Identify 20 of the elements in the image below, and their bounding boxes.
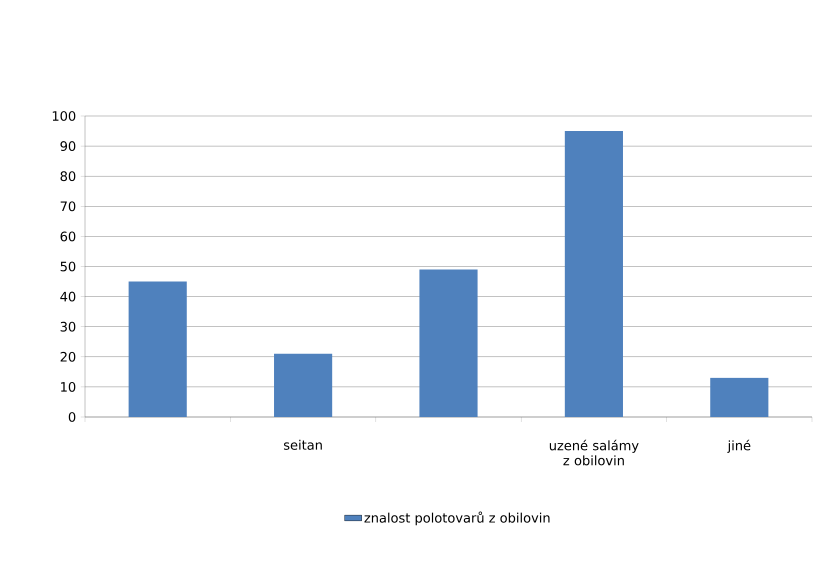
y-tick-label: 20 bbox=[60, 352, 76, 362]
bar bbox=[564, 131, 623, 417]
bar bbox=[710, 378, 768, 417]
y-tick-label: 90 bbox=[60, 141, 76, 152]
bar bbox=[128, 282, 187, 417]
bar bbox=[419, 270, 478, 417]
x-tick-label: uzené salámy z obilovin bbox=[550, 440, 639, 466]
y-tick-label: 60 bbox=[60, 231, 76, 242]
y-tick-label: 70 bbox=[60, 201, 76, 212]
x-tick-label: seitan bbox=[284, 440, 322, 450]
x-tick-label: jiné bbox=[727, 440, 750, 453]
y-tick-label: 30 bbox=[60, 322, 76, 332]
y-tick-label: 40 bbox=[60, 292, 76, 302]
y-tick-label: 100 bbox=[52, 111, 76, 121]
y-tick-label: 0 bbox=[68, 412, 76, 422]
y-tick-label: 80 bbox=[60, 171, 76, 182]
y-tick-label: 10 bbox=[61, 382, 76, 392]
legend-label: znalost polotovarů z obilovin bbox=[364, 511, 550, 526]
y-tick-label: 50 bbox=[60, 262, 76, 272]
bar bbox=[274, 354, 332, 417]
